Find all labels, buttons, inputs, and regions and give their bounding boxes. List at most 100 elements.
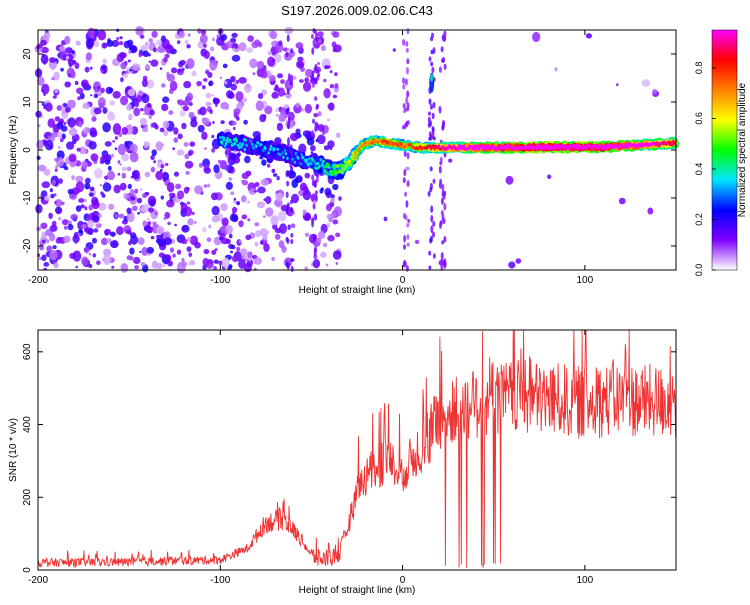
spectrogram-cell [48, 212, 53, 219]
spectrogram-cell [286, 47, 290, 52]
spectrogram-cell [49, 249, 58, 261]
spectrogram-cell [147, 195, 157, 207]
spectrogram-streak-cell [406, 102, 410, 109]
spectrogram-cell [117, 143, 127, 156]
spectrogram-cell [87, 27, 96, 39]
spectrogram-cell [149, 109, 155, 116]
spectrogram-cell [141, 246, 148, 256]
spectrogram-cell [211, 205, 220, 216]
spectrogram-cell [54, 116, 61, 122]
spectrogram-streak-cell [443, 63, 447, 70]
spectrogram-cell [291, 193, 299, 204]
spectrogram-cell [88, 253, 92, 256]
spectrogram-cell [279, 223, 287, 235]
spectrogram-streak-cell [432, 101, 436, 109]
spectrogram-cell [113, 211, 117, 216]
spectrogram-streak-cell [403, 244, 406, 250]
spectrogram-cell [177, 40, 181, 44]
spectrogram-cell [202, 226, 207, 233]
spectrogram-y-label: Frequency (Hz) [8, 116, 19, 185]
spectrogram-cell [38, 70, 41, 74]
spectrogram-cell [84, 198, 87, 203]
spectrogram-streak-cell [314, 63, 318, 72]
spectrogram-cell [275, 114, 279, 117]
spectrogram-cell [174, 171, 179, 177]
spectrogram-ridge-cell [348, 159, 352, 163]
spectrogram-cell [153, 160, 157, 164]
snr-y-tick-label: 200 [22, 488, 33, 505]
spectrogram-streak-cell [440, 252, 444, 260]
spectrogram-cell [238, 77, 247, 84]
spectrogram-streak-cell [431, 112, 435, 120]
spectrogram-cell [150, 155, 155, 161]
spectrogram-cell [173, 137, 179, 144]
spectrogram-streak-cell [290, 48, 294, 53]
spectrogram-streak-cell [402, 38, 406, 46]
spectrogram-cell [89, 66, 93, 70]
spectrogram-cell [150, 235, 155, 240]
spectrogram-cell [63, 103, 68, 108]
spectrogram-cell [241, 172, 249, 180]
spectrogram-cell [229, 213, 239, 222]
spectrogram-cell [164, 211, 171, 219]
spectrogram-streak-cell [440, 46, 444, 53]
spectrogram-cell [128, 113, 133, 120]
spectrogram-cell [392, 48, 396, 52]
spectrogram-streak-cell [289, 174, 293, 179]
spectrogram-cell [85, 177, 91, 184]
spectrogram-streak-cell [314, 213, 317, 221]
spectrogram-cell [243, 97, 248, 103]
spectrogram-cell [273, 53, 282, 63]
spectrogram-cell [211, 192, 218, 201]
spectrogram-cell [241, 214, 248, 220]
spectrogram-cell [132, 63, 141, 71]
spectrogram-streak-cell [406, 179, 410, 188]
spectrogram-cell [298, 143, 307, 154]
spectrogram-cell [265, 196, 272, 205]
spectrogram-cell [274, 233, 281, 240]
spectrogram-cell [214, 248, 218, 251]
spectrogram-cell [281, 245, 287, 253]
spectrogram-cell [317, 111, 322, 117]
spectrogram-streak-cell [285, 51, 289, 58]
spectrogram-cell [221, 217, 229, 227]
spectrogram-cell [94, 40, 100, 48]
spectrogram-streak-cell [286, 88, 290, 95]
spectrogram-cell [207, 183, 211, 188]
spectrogram-cell [270, 215, 279, 226]
spectrogram-cell [230, 37, 237, 43]
spectrogram-cell [65, 56, 70, 60]
spectrogram-cell [269, 30, 278, 40]
spectrogram-cell [104, 228, 112, 235]
spectrogram-cell [263, 243, 270, 253]
spectrogram-cell [41, 83, 50, 95]
spectrogram-cell [318, 230, 326, 239]
spectrogram-cell [336, 132, 341, 138]
snr-y-ticks: 0 200 400 600 [22, 343, 676, 573]
spectrogram-cell [40, 222, 48, 229]
spectrogram-cell [146, 226, 153, 234]
spectrogram-streak-cell [406, 58, 410, 65]
spectrogram-cell [160, 164, 164, 169]
spectrogram-cell [92, 253, 97, 258]
spectrogram-cell [75, 175, 84, 183]
spectrogram-cell [137, 237, 145, 245]
spectrogram-streak-cell [287, 224, 291, 230]
spectrogram-cell [257, 93, 264, 99]
spectrogram-cell [203, 248, 210, 255]
spectrogram-cell [49, 57, 56, 63]
spectrogram-cell [247, 251, 253, 259]
spectrogram-cell [77, 96, 81, 101]
spectrogram-cell [213, 266, 217, 271]
spectrogram-cell [151, 149, 157, 157]
spectrogram-cell [283, 47, 288, 52]
spectrogram-cell [226, 164, 234, 174]
spectrogram-cell [142, 220, 148, 227]
spectrogram-streak-cell [290, 74, 294, 83]
spectrogram-ridge-cell [300, 152, 303, 157]
spectrogram-streak-cell [441, 58, 444, 63]
spectrogram-cell [155, 226, 165, 235]
spectrogram-y-tick-label: -20 [22, 238, 33, 253]
spectrogram-cell [276, 175, 280, 181]
